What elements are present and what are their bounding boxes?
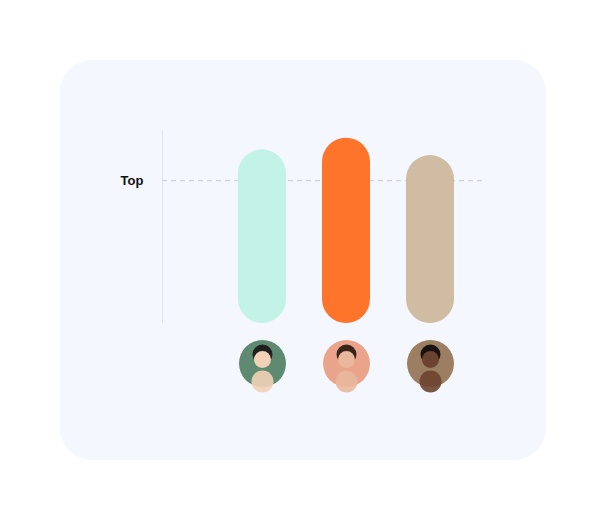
svg-text:Top: Top (121, 173, 144, 188)
